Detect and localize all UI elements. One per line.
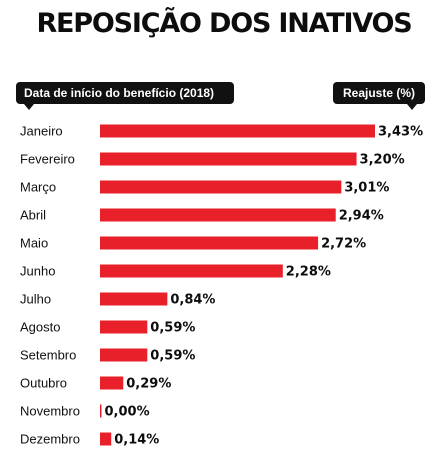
- category-label: Novembro: [20, 404, 80, 419]
- bar: [100, 292, 168, 306]
- value-label: 0,00%: [105, 405, 150, 420]
- category-label: Dezembro: [20, 432, 80, 447]
- bar: [100, 264, 283, 278]
- value-label: 2,94%: [339, 209, 384, 224]
- value-label: 0,14%: [114, 433, 159, 448]
- bar: [100, 124, 375, 138]
- bar: [100, 404, 102, 418]
- bar: [100, 432, 112, 446]
- category-label: Março: [20, 180, 56, 195]
- chart-title: REPOSIÇÃO DOS INATIVOS: [36, 8, 412, 39]
- bar: [100, 180, 342, 194]
- value-axis-tag: Reajuste (%): [333, 82, 425, 110]
- category-label: Outubro: [20, 376, 67, 391]
- bar: [100, 152, 357, 166]
- category-label: Julho: [20, 292, 51, 307]
- category-label: Janeiro: [20, 124, 63, 139]
- value-label: 0,29%: [126, 377, 171, 392]
- value-label: 3,01%: [344, 181, 389, 196]
- value-label: 3,20%: [360, 153, 405, 168]
- value-label: 0,59%: [150, 349, 195, 364]
- value-label: 0,59%: [150, 321, 195, 336]
- category-label: Setembro: [20, 348, 76, 363]
- bar: [100, 236, 319, 250]
- value-label: 0,84%: [170, 293, 215, 308]
- bar: [100, 320, 148, 334]
- value-label: 3,43%: [378, 125, 423, 140]
- category-label: Maio: [20, 236, 48, 251]
- bar: [100, 208, 336, 222]
- category-axis-tag: Data de início do benefício (2018): [16, 82, 234, 110]
- value-label: 2,72%: [321, 237, 366, 252]
- category-label: Fevereiro: [20, 152, 75, 167]
- category-label: Abril: [20, 208, 46, 223]
- bar: [100, 376, 124, 390]
- category-label: Junho: [20, 264, 55, 279]
- category-label: Agosto: [20, 320, 60, 335]
- bar: [100, 348, 148, 362]
- value-label: 2,28%: [286, 265, 331, 280]
